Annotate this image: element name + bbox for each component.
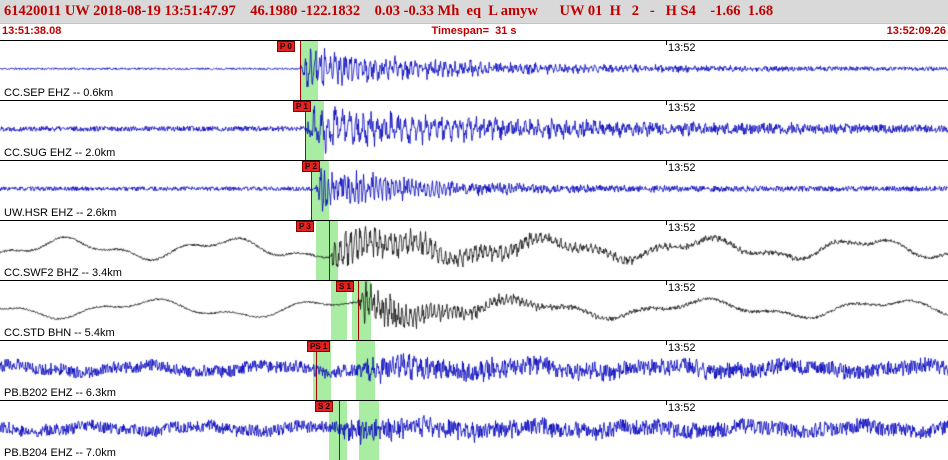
trace-time-label: 13:52	[668, 402, 696, 414]
station-label: PB.B204 EHZ -- 7.0km	[4, 447, 116, 459]
pick-flag[interactable]: PS 1	[307, 341, 331, 352]
trace-row[interactable]: 13:52 CC.SUG EHZ -- 2.0km P 1	[0, 100, 948, 160]
minute-tick	[666, 401, 667, 405]
pick-flag[interactable]: P 1	[293, 101, 311, 112]
trace-panels: 13:52 CC.SEP EHZ -- 0.6km P 0 13:52 CC.S…	[0, 40, 948, 460]
trace-row[interactable]: 13:52 PB.B202 EHZ -- 6.3km PS 1	[0, 340, 948, 400]
trace-row[interactable]: 13:52 CC.STD BHN -- 5.4km S 1	[0, 280, 948, 340]
waveform-canvas[interactable]	[0, 401, 948, 460]
station-label: UW.HSR EHZ -- 2.6km	[4, 207, 117, 219]
minute-tick	[666, 341, 667, 345]
time-range-bar: 13:51:38.08 Timespan= 31 s 13:52:09.26	[0, 24, 948, 40]
pick-flag[interactable]: S 1	[336, 281, 355, 292]
timespan-label: Timespan= 31 s	[431, 25, 517, 37]
trace-time-label: 13:52	[668, 42, 696, 54]
station-label: PB.B202 EHZ -- 6.3km	[4, 387, 116, 399]
trace-row[interactable]: 13:52 CC.SWF2 BHZ -- 3.4km P 3	[0, 220, 948, 280]
minute-tick	[666, 281, 667, 285]
waveform-canvas[interactable]	[0, 101, 948, 160]
pick-flag[interactable]: P 2	[302, 161, 320, 172]
trace-time-label: 13:52	[668, 282, 696, 294]
waveform-canvas[interactable]	[0, 161, 948, 220]
station-label: CC.SWF2 BHZ -- 3.4km	[4, 267, 122, 279]
minute-tick	[666, 101, 667, 105]
trace-time-label: 13:52	[668, 342, 696, 354]
minute-tick	[666, 161, 667, 165]
window-start-time: 13:51:38.08	[2, 25, 62, 37]
trace-row[interactable]: 13:52 PB.B204 EHZ -- 7.0km S 2	[0, 400, 948, 460]
pick-flag[interactable]: P 0	[277, 41, 295, 52]
trace-row[interactable]: 13:52 UW.HSR EHZ -- 2.6km P 2	[0, 160, 948, 220]
trace-time-label: 13:52	[668, 102, 696, 114]
minute-tick	[666, 41, 667, 45]
station-label: CC.SEP EHZ -- 0.6km	[4, 87, 114, 99]
minute-tick	[666, 221, 667, 225]
trace-time-label: 13:52	[668, 162, 696, 174]
window-end-time: 13:52:09.26	[886, 25, 946, 37]
pick-flag[interactable]: S 2	[315, 401, 334, 412]
waveform-canvas[interactable]	[0, 221, 948, 280]
trace-row[interactable]: 13:52 CC.SEP EHZ -- 0.6km P 0	[0, 40, 948, 100]
station-label: CC.SUG EHZ -- 2.0km	[4, 147, 116, 159]
trace-time-label: 13:52	[668, 222, 696, 234]
pick-flag[interactable]: P 3	[296, 221, 314, 232]
waveform-canvas[interactable]	[0, 41, 948, 100]
event-summary-text: 61420011 UW 2018-08-19 13:51:47.97 46.19…	[4, 3, 774, 19]
station-label: CC.STD BHN -- 5.4km	[4, 327, 115, 339]
waveform-canvas[interactable]	[0, 341, 948, 400]
waveform-canvas[interactable]	[0, 281, 948, 340]
event-header-bar: 61420011 UW 2018-08-19 13:51:47.97 46.19…	[0, 0, 948, 24]
